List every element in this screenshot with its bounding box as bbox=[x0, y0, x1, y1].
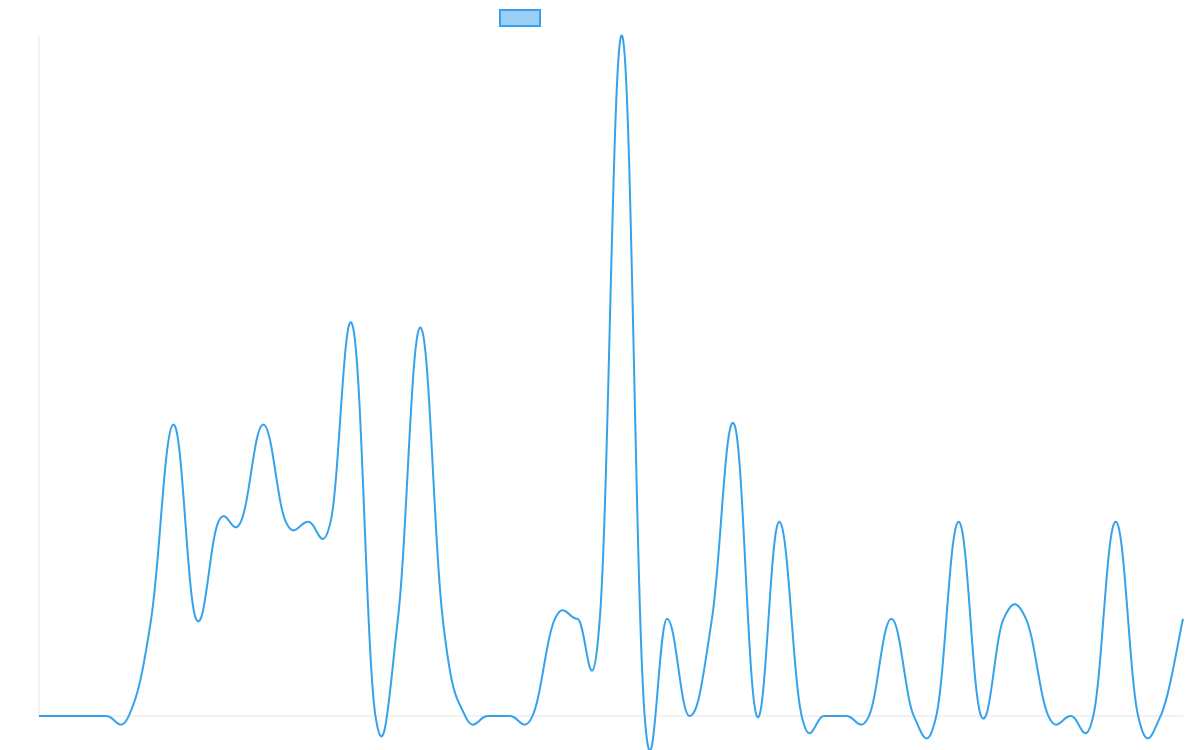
data-point bbox=[350, 324, 356, 330]
data-point bbox=[844, 713, 850, 719]
data-point bbox=[328, 519, 334, 525]
data-point bbox=[642, 713, 648, 719]
data-point bbox=[933, 713, 939, 719]
data-point bbox=[709, 616, 715, 622]
data-point bbox=[1135, 713, 1141, 719]
data-point bbox=[58, 713, 64, 719]
data-point bbox=[687, 713, 693, 719]
data-point bbox=[440, 616, 446, 622]
series-line bbox=[39, 34, 1184, 750]
data-point bbox=[956, 519, 962, 525]
data-point bbox=[978, 713, 984, 719]
data-point bbox=[395, 616, 401, 622]
data-point bbox=[911, 713, 917, 719]
data-point bbox=[574, 616, 580, 622]
data-point bbox=[888, 616, 894, 622]
data-point bbox=[36, 713, 42, 719]
data-point bbox=[103, 713, 109, 719]
data-point bbox=[1180, 616, 1186, 622]
data-point bbox=[529, 713, 535, 719]
data-point bbox=[1113, 519, 1119, 525]
data-point bbox=[148, 616, 154, 622]
data-point bbox=[462, 713, 468, 719]
data-point bbox=[776, 519, 782, 525]
data-point bbox=[799, 713, 805, 719]
data-point bbox=[417, 324, 423, 330]
legend-swatch[interactable] bbox=[499, 9, 541, 27]
data-point bbox=[866, 713, 872, 719]
data-point bbox=[215, 519, 221, 525]
data-point bbox=[1023, 616, 1029, 622]
data-point bbox=[1001, 616, 1007, 622]
data-point bbox=[305, 519, 311, 525]
series-points bbox=[36, 33, 1186, 719]
data-point bbox=[1068, 713, 1074, 719]
data-point bbox=[821, 713, 827, 719]
data-point bbox=[664, 616, 670, 622]
data-point bbox=[81, 713, 87, 719]
data-point bbox=[283, 519, 289, 525]
data-point bbox=[619, 33, 625, 39]
data-point bbox=[754, 713, 760, 719]
data-point bbox=[126, 713, 132, 719]
data-point bbox=[731, 422, 737, 428]
data-point bbox=[1090, 713, 1096, 719]
data-point bbox=[1045, 713, 1051, 719]
data-point bbox=[597, 616, 603, 622]
data-point bbox=[260, 422, 266, 428]
data-point bbox=[1158, 713, 1164, 719]
data-point bbox=[485, 713, 491, 719]
data-point bbox=[372, 713, 378, 719]
data-point bbox=[238, 519, 244, 525]
data-point bbox=[507, 713, 513, 719]
data-point bbox=[171, 422, 177, 428]
data-point bbox=[552, 616, 558, 622]
data-point bbox=[193, 616, 199, 622]
